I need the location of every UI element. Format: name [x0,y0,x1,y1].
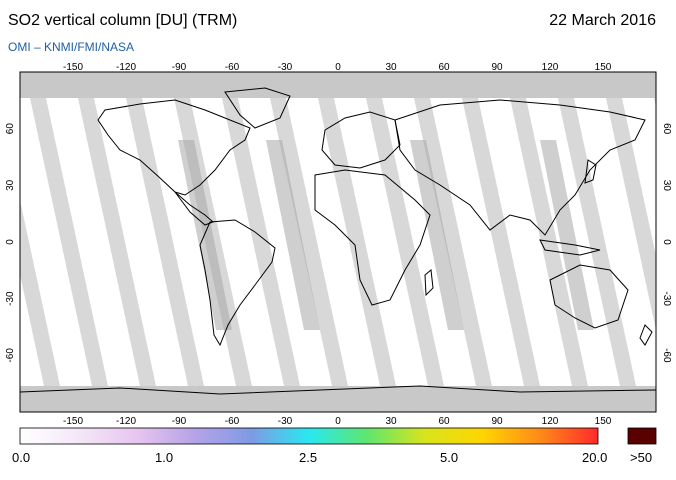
lon-tick-top-label: -60 [225,62,240,73]
coastlines [20,87,656,395]
colorbar-label-0: 0.0 [12,450,31,465]
swath-gap-band [318,98,396,386]
lon-tick-bottom-label: -150 [63,416,83,427]
swath-gap-band [20,200,60,386]
lon-tick-top-label: -30 [278,62,293,73]
colorbar-over-label: >50 [630,450,653,465]
swath-gap-band [78,98,156,386]
lon-tick-bottom-label: 0 [335,416,341,427]
latitude-ticks-left: 60 30 0 -30 -60 [5,123,16,363]
map-frame [19,71,657,413]
lon-tick-top-label: 0 [335,62,341,73]
lon-tick-bottom-label: -30 [278,416,293,427]
lon-tick-bottom-label: -120 [116,416,136,427]
lat-tick-left-label: -60 [5,348,16,363]
swath-gap-land-band [410,140,464,330]
lon-tick-bottom-label: 60 [438,416,450,427]
lat-tick-right-label: 60 [661,123,672,135]
swath-gap-band [462,98,540,386]
lat-tick-left-label: 30 [5,179,16,191]
lon-tick-top-label: -150 [63,62,83,73]
lat-tick-right-label: -30 [661,291,672,306]
lon-tick-top-label: -120 [116,62,136,73]
lat-tick-left-label: 0 [5,239,16,245]
latitude-ticks-right: 60 30 0 -30 -60 [661,123,672,363]
lat-tick-right-label: 0 [661,239,672,245]
swath-gap-band [606,98,656,331]
swath-gaps-dark [178,140,594,330]
lon-tick-bottom-label: 30 [385,416,397,427]
colorbar-over-swatch [627,427,657,445]
longitude-ticks-top: -150 -120 -90 -60 -30 0 30 60 90 120 150 [63,62,612,73]
arctic-no-data [20,72,656,98]
lon-tick-bottom-label: -60 [225,416,240,427]
lon-tick-top-label: 90 [491,62,503,73]
map-title: SO2 vertical column [DU] (TRM) [8,12,238,29]
swath-gap-land-band [178,140,232,330]
lat-tick-right-label: 30 [661,180,672,192]
lon-tick-bottom-label: -90 [172,416,187,427]
lon-tick-top-label: 150 [595,62,612,73]
lat-tick-left-label: 60 [5,123,16,135]
lon-tick-top-label: 30 [385,62,397,73]
colorbar-label-3: 5.0 [440,450,459,465]
lon-tick-top-label: -90 [172,62,187,73]
swath-gap-band [414,98,492,386]
colorbar-label-2: 2.5 [299,450,318,465]
swath-gap-land-band [540,140,594,330]
swath-gap-band [366,98,444,386]
colorbar-label-1: 1.0 [155,450,174,465]
colorbar-gradient [19,427,599,445]
lon-tick-bottom-label: 150 [595,416,612,427]
map-date: 22 March 2016 [549,12,656,29]
swath-gap-band [222,98,300,386]
lat-tick-left-label: -30 [5,291,16,306]
data-credit: OMI – KNMI/FMI/NASA [8,40,135,54]
lon-tick-bottom-label: 90 [491,416,503,427]
lon-tick-top-label: 120 [542,62,559,73]
swath-gap-band [30,98,108,386]
swath-gap-band [126,98,204,386]
swath-gap-land-band [266,140,320,330]
lon-tick-top-label: 60 [438,62,450,73]
longitude-ticks-bottom: -150 -120 -90 -60 -30 0 30 60 90 120 150 [63,416,612,427]
lon-tick-bottom-label: 120 [542,416,559,427]
swath-gap-band [270,98,348,386]
antarctic-no-data [20,386,656,412]
lat-tick-right-label: -60 [661,348,672,363]
colorbar-label-4: 20.0 [582,450,608,465]
swath-gap-band [558,98,636,386]
